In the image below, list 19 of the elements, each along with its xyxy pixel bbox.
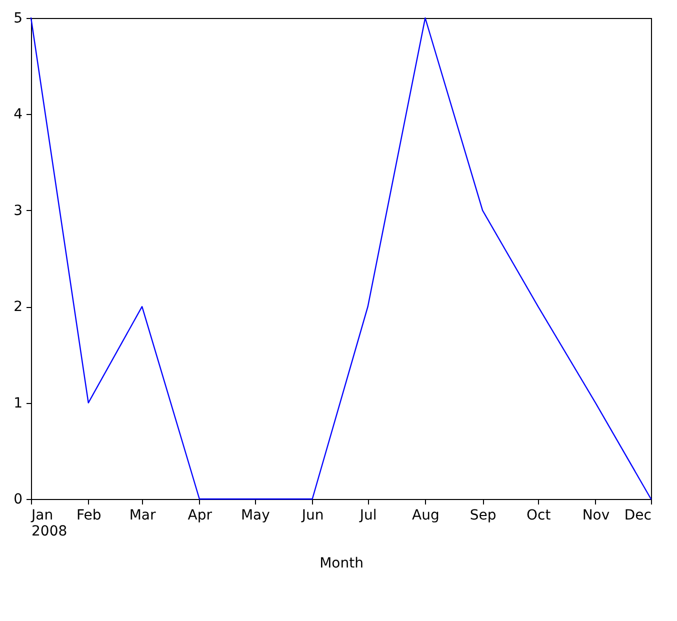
x-tick-label: Mar — [129, 508, 156, 524]
x-tick-label: Aug — [412, 508, 440, 524]
x-tick-label: May — [240, 508, 270, 524]
y-tick-label: 3 — [14, 202, 22, 219]
y-tick-label: 4 — [14, 106, 23, 123]
y-tick-label: 5 — [14, 10, 22, 26]
x-tick-label: Jul — [358, 508, 377, 524]
x-tick-label: Dec — [624, 508, 652, 524]
x-tick-label: Apr — [188, 508, 212, 524]
y-tick-label: 0 — [14, 492, 22, 508]
x-tick-label: Jan 2008 — [30, 508, 68, 540]
x-tick-label: Feb — [76, 508, 102, 524]
x-tick-label: Sep — [470, 508, 496, 524]
x-tick-label: Oct — [526, 508, 552, 524]
x-tick-label: Jun — [300, 508, 324, 524]
x-tick-label: Nov — [582, 508, 610, 524]
x-axis-title: Month — [320, 556, 364, 572]
y-tick-label: 2 — [14, 299, 22, 316]
y-tick-label: 1 — [14, 395, 22, 412]
